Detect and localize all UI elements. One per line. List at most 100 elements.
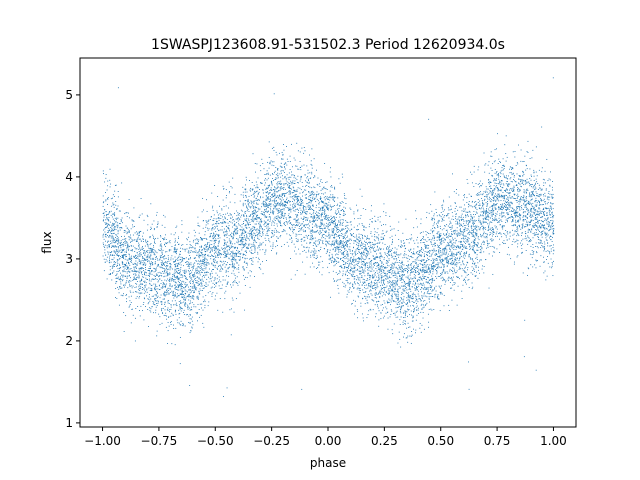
- data-point: [327, 242, 329, 244]
- data-point: [276, 208, 278, 210]
- data-point: [280, 180, 282, 182]
- data-point: [351, 291, 353, 293]
- data-point: [441, 242, 443, 244]
- data-point: [179, 307, 181, 309]
- data-point: [139, 296, 141, 298]
- data-point: [126, 259, 128, 261]
- data-point: [156, 211, 158, 213]
- data-point: [127, 232, 129, 234]
- data-point: [477, 237, 479, 239]
- data-point: [548, 229, 550, 231]
- data-point: [412, 257, 414, 259]
- data-point: [105, 211, 107, 212]
- data-point: [447, 259, 449, 261]
- data-point: [489, 190, 491, 192]
- data-point: [104, 228, 106, 230]
- data-point: [429, 279, 430, 281]
- data-point: [117, 237, 119, 239]
- data-point: [276, 183, 278, 185]
- data-point: [319, 232, 321, 234]
- data-point: [249, 179, 250, 181]
- data-point: [464, 241, 465, 243]
- data-point: [213, 234, 215, 236]
- data-point: [266, 197, 268, 199]
- data-point: [218, 276, 220, 278]
- data-point: [192, 324, 194, 326]
- data-point: [309, 238, 311, 240]
- data-point: [341, 250, 342, 251]
- data-point: [542, 261, 544, 263]
- data-point: [210, 280, 212, 282]
- data-point: [236, 283, 238, 284]
- data-point: [282, 187, 283, 189]
- data-point: [115, 226, 117, 228]
- data-point: [204, 231, 206, 233]
- data-point: [245, 237, 247, 239]
- data-point: [478, 204, 480, 206]
- data-point: [359, 267, 361, 269]
- data-point: [392, 268, 394, 270]
- data-point: [379, 270, 381, 272]
- data-point: [161, 310, 163, 312]
- data-point: [419, 327, 421, 329]
- data-point: [112, 272, 114, 273]
- data-point: [360, 256, 362, 258]
- data-point: [350, 233, 352, 235]
- data-point: [511, 203, 513, 205]
- data-point: [503, 202, 505, 204]
- data-point: [492, 199, 494, 201]
- data-point: [451, 231, 453, 233]
- data-point: [447, 231, 448, 233]
- data-point: [234, 263, 235, 265]
- data-point: [325, 225, 327, 227]
- data-point: [353, 260, 355, 262]
- data-point: [327, 209, 329, 211]
- data-point: [403, 317, 404, 319]
- data-point: [439, 215, 441, 217]
- data-point: [431, 267, 433, 269]
- data-point: [456, 270, 458, 272]
- data-point: [358, 284, 360, 286]
- data-point: [341, 173, 343, 175]
- data-point: [293, 206, 295, 208]
- data-point: [552, 77, 554, 79]
- data-point: [236, 215, 238, 217]
- data-point: [110, 210, 112, 212]
- data-point: [295, 177, 297, 179]
- data-point: [309, 178, 311, 179]
- data-point: [383, 211, 385, 213]
- data-point: [174, 260, 176, 262]
- data-point: [262, 196, 264, 198]
- data-point: [200, 238, 202, 239]
- data-point: [246, 252, 248, 254]
- data-point: [178, 284, 180, 286]
- data-point: [492, 239, 494, 241]
- data-point: [148, 280, 150, 282]
- data-point: [130, 258, 132, 260]
- data-point: [274, 216, 276, 218]
- data-point: [474, 232, 476, 234]
- data-point: [205, 272, 207, 274]
- data-point: [385, 262, 387, 264]
- data-point: [260, 182, 262, 184]
- data-point: [499, 233, 501, 234]
- data-point: [121, 251, 123, 253]
- data-point: [387, 281, 389, 282]
- data-point: [268, 192, 270, 194]
- data-point: [134, 273, 136, 275]
- data-point: [297, 204, 299, 206]
- data-point: [494, 182, 496, 184]
- data-point: [517, 255, 519, 257]
- data-point: [262, 203, 264, 205]
- data-point: [465, 235, 467, 237]
- data-point: [509, 166, 511, 168]
- data-point: [253, 212, 255, 214]
- data-point: [151, 249, 152, 251]
- data-point: [426, 254, 427, 256]
- data-point: [426, 211, 428, 213]
- data-point: [526, 178, 528, 180]
- data-point: [476, 230, 478, 232]
- data-point: [342, 247, 344, 249]
- data-point: [201, 276, 203, 278]
- data-point: [547, 234, 549, 236]
